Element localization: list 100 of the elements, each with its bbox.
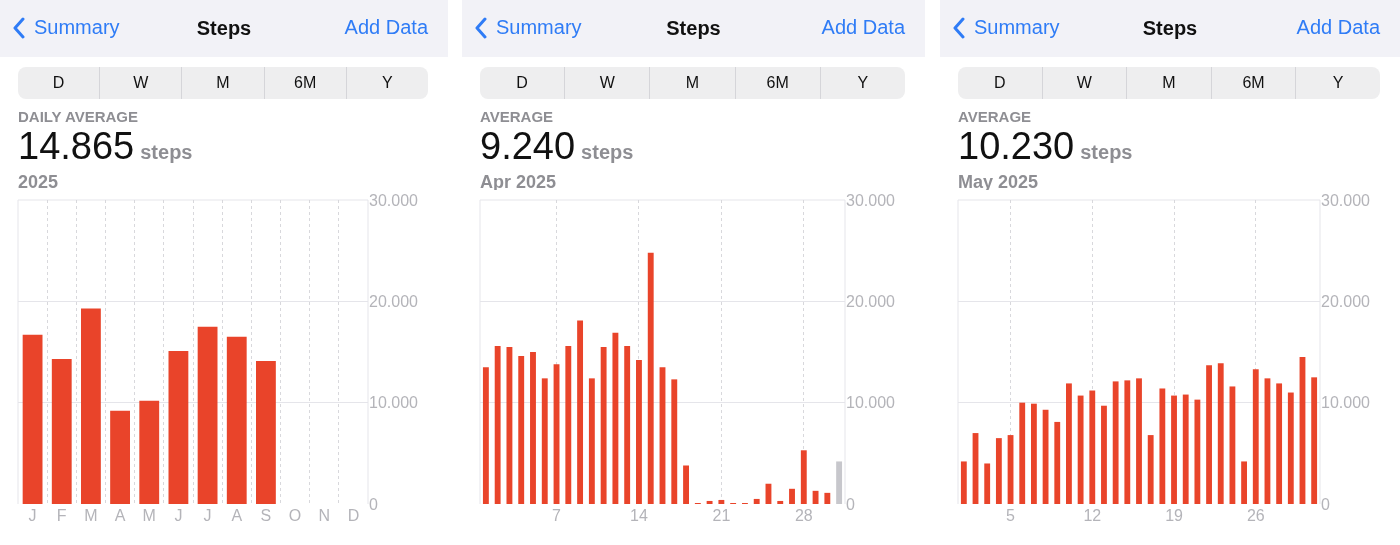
bar [624, 345, 631, 504]
bar [753, 498, 760, 504]
text: Y [1295, 67, 1380, 99]
bar [1182, 394, 1189, 504]
bar [812, 490, 819, 504]
bar [777, 500, 784, 504]
bar [197, 326, 218, 504]
bar [960, 461, 967, 504]
y-tick-label: 20.000 [846, 292, 896, 310]
bar [1030, 403, 1037, 504]
bar [1252, 369, 1259, 504]
text: Summary [496, 16, 582, 39]
bar [1054, 421, 1061, 504]
text: Apr 2025 [480, 172, 557, 193]
bar [110, 410, 130, 504]
chart-title: Steps [666, 17, 721, 39]
y-tick-label: 10.000 [846, 394, 896, 412]
x-tick-label: M [84, 507, 98, 524]
text: D [51, 73, 66, 93]
text: 6M [1210, 67, 1296, 99]
text: Y [345, 67, 429, 99]
text: D [515, 73, 529, 93]
bar [1112, 381, 1119, 504]
text: AVERAGE [958, 108, 1032, 125]
text: AVERAGE [480, 108, 554, 125]
bar [1019, 402, 1026, 504]
bar [1276, 383, 1283, 504]
bar [1287, 392, 1294, 504]
text: W [564, 67, 650, 99]
bar [836, 461, 843, 504]
text: W [1041, 67, 1127, 99]
bar [1147, 435, 1154, 504]
text: Summary [974, 16, 1060, 39]
bar [1136, 378, 1142, 504]
bar [647, 252, 654, 504]
bar [494, 345, 501, 504]
text: 9.240 [480, 125, 576, 167]
chart-title: Steps [1142, 17, 1198, 39]
bar [718, 499, 725, 504]
y-tick-label: 30.000 [1321, 191, 1371, 209]
x-tick-label: O [288, 507, 302, 524]
x-tick-label: 14 [630, 507, 648, 524]
bar [706, 500, 713, 504]
text: May 2025 [958, 172, 1039, 193]
x-tick-label: N [318, 507, 331, 524]
bar [51, 359, 72, 504]
chart-title: Steps [196, 17, 252, 39]
x-tick-label: 21 [712, 507, 731, 524]
text: Add Data [344, 16, 428, 39]
bar [636, 360, 642, 504]
text: M [181, 67, 264, 99]
y-tick-label: 30.000 [369, 191, 419, 209]
x-tick-label: 26 [1246, 507, 1265, 524]
bar [588, 378, 595, 504]
bar [995, 438, 1002, 504]
y-tick-label: 20.000 [1321, 292, 1371, 310]
bar [800, 450, 807, 504]
bar [81, 308, 101, 504]
bar [530, 352, 536, 504]
text: steps [140, 141, 193, 163]
y-tick-label: 20.000 [369, 292, 419, 310]
x-tick-label: 5 [1006, 507, 1016, 524]
y-tick-label: 10.000 [369, 394, 419, 412]
bar [256, 361, 276, 504]
text: Y [819, 67, 906, 99]
y-tick-label: 30.000 [846, 191, 896, 209]
text: M [1126, 67, 1211, 99]
text: 10.230 [958, 125, 1075, 167]
bar [1101, 405, 1107, 504]
text: 14.865 [18, 125, 135, 167]
bar [541, 378, 548, 504]
x-tick-label: F [56, 507, 67, 524]
text: 6M [734, 67, 820, 99]
bar [1066, 383, 1072, 504]
text: steps [1080, 141, 1133, 163]
bar [1206, 365, 1212, 504]
bar [1089, 390, 1096, 504]
text: D [993, 73, 1007, 93]
y-tick-label: 0 [369, 495, 378, 513]
bar [1194, 399, 1201, 504]
bar [518, 356, 525, 504]
x-tick-label: J [174, 507, 183, 524]
bar [1311, 377, 1318, 504]
text: steps [581, 141, 634, 163]
text: 6M [263, 67, 346, 99]
text: M [649, 67, 735, 99]
x-tick-label: J [28, 507, 37, 524]
bar [1077, 395, 1084, 504]
bar [824, 492, 831, 504]
x-tick-label: A [231, 507, 243, 524]
bar [612, 332, 619, 504]
x-tick-label: 28 [794, 507, 813, 524]
bar [1217, 363, 1224, 504]
x-tick-label: J [203, 507, 212, 524]
x-tick-label: 7 [552, 507, 562, 524]
bar [1124, 380, 1131, 504]
y-tick-label: 0 [846, 495, 855, 513]
bar [1159, 388, 1166, 504]
y-tick-label: 0 [1321, 495, 1330, 513]
text: Add Data [1296, 16, 1380, 39]
